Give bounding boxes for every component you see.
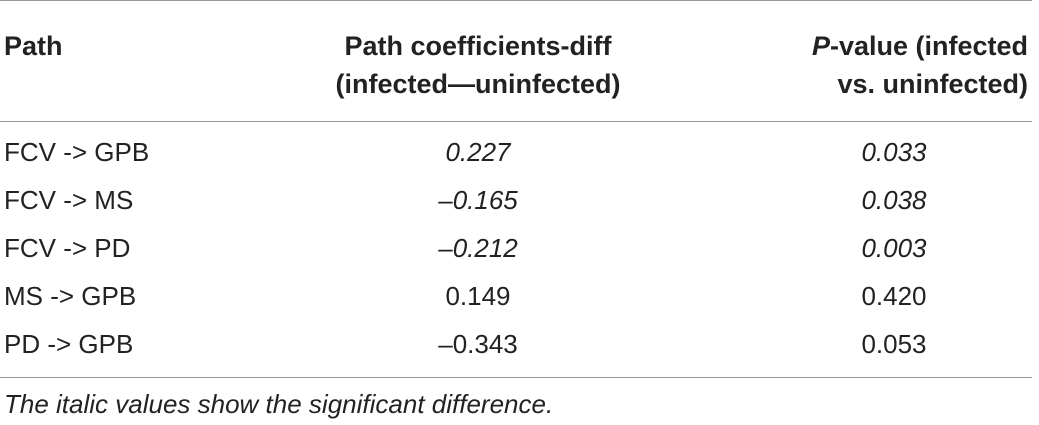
cell-coef: –0.165 [438, 185, 518, 215]
header-pval-italic-p: P [811, 31, 830, 61]
cell-path: FCV -> GPB [4, 137, 150, 167]
header-pval-line1-rest: -value (infected [829, 31, 1028, 61]
header-coef-line1: Path coefficients-diff [344, 31, 612, 61]
table-row: FCV -> PD –0.212 0.003 [0, 224, 1032, 272]
cell-pval: 0.033 [861, 137, 927, 167]
cell-path: MS -> GPB [4, 281, 137, 311]
table-row: PD -> GPB –0.343 0.053 [0, 320, 1032, 368]
cell-coef: –0.212 [438, 233, 518, 263]
table-row: MS -> GPB 0.149 0.420 [0, 272, 1032, 320]
cell-pval: 0.038 [861, 185, 927, 215]
cell-coef: 0.149 [445, 281, 511, 311]
header-rule [0, 121, 1032, 122]
table-row: FCV -> GPB 0.227 0.033 [0, 128, 1032, 176]
table-top-rule [0, 0, 1032, 1]
cell-pval: 0.053 [861, 329, 927, 359]
cell-coef: –0.343 [438, 329, 518, 359]
cell-path: PD -> GPB [4, 329, 134, 359]
header-p-value: P-value (infected vs. uninfected) [700, 27, 1028, 103]
cell-pval: 0.003 [861, 233, 927, 263]
table-bottom-rule [0, 377, 1032, 378]
header-pval-line2: vs. uninfected) [837, 69, 1028, 99]
table-footnote: The italic values show the significant d… [4, 389, 554, 419]
cell-path: FCV -> PD [4, 233, 131, 263]
header-path-coefficients: Path coefficients-diff (infected—uninfec… [320, 27, 636, 103]
cell-path: FCV -> MS [4, 185, 134, 215]
header-path: Path [4, 31, 63, 61]
cell-pval: 0.420 [861, 281, 927, 311]
header-pval-line1: P-value (infected [700, 27, 1028, 65]
table-row: FCV -> MS –0.165 0.038 [0, 176, 1032, 224]
header-coef-line2: (infected—uninfected) [335, 69, 621, 99]
cell-coef: 0.227 [445, 137, 511, 167]
